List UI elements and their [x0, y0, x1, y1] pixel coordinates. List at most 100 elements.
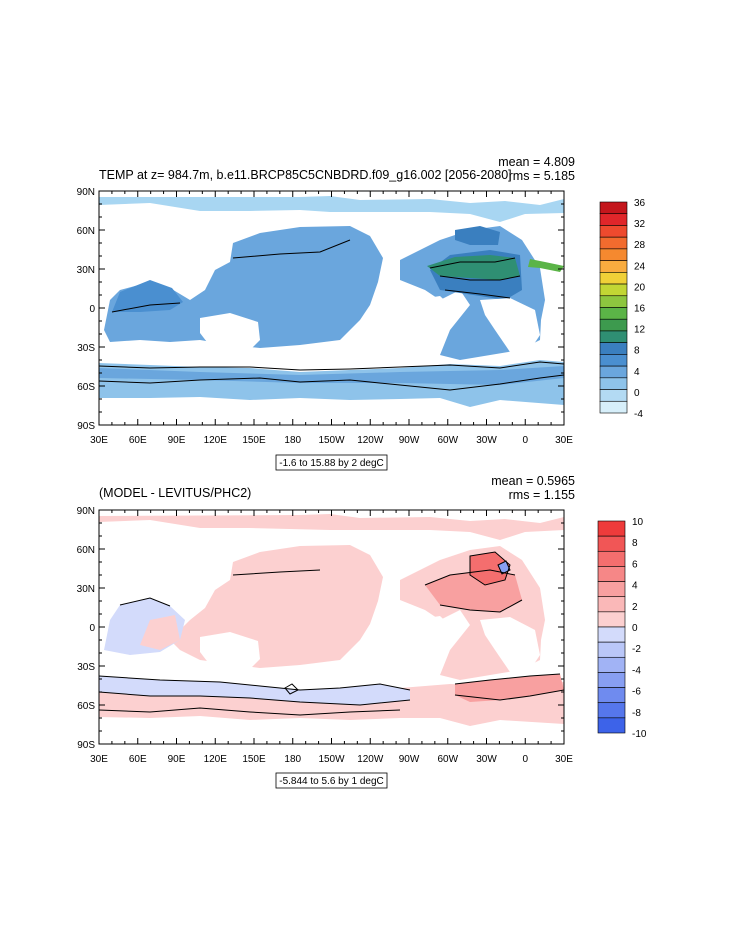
bottom-colorbar-label: 6	[632, 559, 638, 570]
bottom-colorbar-label: 2	[632, 602, 638, 613]
top-colorbar-box	[599, 283, 628, 297]
top-colorbar-box	[599, 248, 628, 261]
bottom-ytick-label: 90N	[77, 506, 95, 517]
top-colorbar-label: 0	[634, 388, 640, 399]
bottom-colorbar-box	[597, 550, 626, 567]
map-top-land-africa	[480, 298, 540, 352]
map-bottom-land-australia	[200, 632, 260, 671]
map-top-pacific	[104, 226, 383, 348]
map-top-contours	[99, 239, 564, 391]
top-ytick-label: 0	[89, 304, 95, 315]
bottom-colorbar-label: -8	[632, 708, 641, 719]
bottom-colorbar-label: -4	[632, 665, 641, 676]
top-ytick-label: 30S	[77, 343, 95, 354]
bottom-xtick-label: 30E	[555, 754, 573, 765]
top-colorbar-box	[599, 213, 628, 226]
top-ytick-label: 90N	[77, 187, 95, 198]
map-bottom-arctic	[99, 514, 564, 540]
bottom-xtick-label: 60E	[129, 754, 147, 765]
top-colorbar-box	[599, 201, 628, 215]
top-ytick-label: 90S	[77, 421, 95, 432]
top-xtick-label: 60W	[437, 435, 458, 446]
bottom-ytick-label: 0	[89, 623, 95, 634]
colorbar-bottom: 10 8 6 4 2 0 -2 -4 -6 -8 -10	[597, 517, 647, 740]
contour-info-bottom-box	[275, 772, 388, 789]
top-xtick-label: 120W	[357, 435, 384, 446]
top-xtick-label: 120E	[204, 435, 228, 446]
top-colorbar-label: 8	[634, 346, 640, 357]
top-colorbar-box	[599, 295, 628, 308]
top-colorbar-box	[599, 272, 628, 285]
map-bottom-land-samerica	[412, 616, 455, 682]
bottom-xtick-label: 90W	[399, 754, 420, 765]
top-colorbar-label: 20	[634, 282, 646, 293]
axis-ticks-bottom: 90N 60N 30N 0 30S 60S 90S 30E 60E 90E 120E 150E 180 1…	[77, 506, 574, 765]
top-colorbar-label: 4	[634, 367, 640, 378]
top-xtick-label: 180	[284, 435, 301, 446]
bottom-colorbar-box	[597, 672, 626, 688]
bottom-xtick-label: 30W	[476, 754, 497, 765]
top-ytick-label: 60N	[77, 226, 95, 237]
top-colorbar-label: -4	[634, 409, 643, 420]
bottom-colorbar-label: 8	[632, 538, 638, 549]
top-ytick-label: 60S	[77, 382, 95, 393]
top-colorbar-label: 16	[634, 304, 646, 315]
bottom-colorbar-box	[597, 596, 626, 613]
top-xtick-label: 0	[522, 435, 528, 446]
bottom-colorbar-box	[597, 535, 626, 552]
top-xtick-label: 30E	[90, 435, 108, 446]
map-bottom	[99, 514, 564, 744]
bottom-colorbar-box	[597, 566, 626, 582]
bottom-colorbar-box	[597, 656, 626, 673]
bottom-colorbar-box	[597, 717, 626, 734]
bottom-colorbar-label: -2	[632, 644, 641, 655]
top-colorbar-label: 12	[634, 325, 646, 336]
map-top	[99, 196, 564, 425]
bottom-xtick-label: 30E	[90, 754, 108, 765]
bottom-xtick-label: 0	[522, 754, 528, 765]
top-colorbar-label: 36	[634, 198, 646, 209]
bottom-colorbar-box	[597, 687, 626, 704]
top-xtick-label: 90E	[168, 435, 186, 446]
top-colorbar-box	[599, 318, 628, 332]
bottom-xtick-label: 150W	[318, 754, 345, 765]
map-top-med	[528, 259, 564, 272]
bottom-ytick-label: 60S	[77, 701, 95, 712]
map-bottom-land-africa	[480, 617, 540, 672]
top-colorbar-box	[599, 330, 628, 343]
bottom-colorbar-label: 4	[632, 581, 638, 592]
map-bottom-southern-cool	[99, 676, 410, 705]
panel-bottom-rms: rms = 1.155	[509, 488, 575, 502]
panel-top-rms: rms = 5.185	[509, 169, 575, 183]
bottom-colorbar-label: -6	[632, 687, 641, 698]
map-bottom-indian-b	[140, 615, 180, 650]
top-colorbar-label: 24	[634, 261, 646, 272]
bottom-colorbar-box	[597, 520, 626, 537]
top-xtick-label: 30W	[476, 435, 497, 446]
top-colorbar-box	[599, 260, 628, 273]
panel-bottom-title: (MODEL - LEVITUS/PHC2)	[99, 486, 251, 500]
map-top-labrador	[455, 226, 500, 245]
top-colorbar-box	[599, 365, 628, 379]
top-colorbar-label: 32	[634, 219, 646, 230]
map-top-southern-mid	[99, 366, 564, 385]
bottom-colorbar-box	[597, 702, 626, 719]
map-bottom-atlantic-hot	[470, 552, 510, 585]
top-colorbar-box	[599, 389, 628, 402]
top-colorbar-box	[599, 354, 628, 367]
top-colorbar-box	[599, 377, 628, 390]
top-colorbar-box	[599, 342, 628, 355]
contour-info-top-box	[275, 454, 388, 471]
top-xtick-label: 90W	[399, 435, 420, 446]
map-bottom-contours	[99, 551, 564, 716]
panel-top-title: TEMP at z= 984.7m, b.e11.BRCP85C5CNBDRD.…	[99, 168, 512, 182]
map-top-land-samerica	[412, 296, 455, 362]
bottom-ytick-label: 60N	[77, 545, 95, 556]
top-xtick-label: 60E	[129, 435, 147, 446]
panel-bottom-mean: mean = 0.5965	[491, 474, 575, 488]
bottom-ytick-label: 30S	[77, 662, 95, 673]
bottom-ytick-label: 90S	[77, 740, 95, 751]
bottom-xtick-label: 90E	[168, 754, 186, 765]
bottom-xtick-label: 120W	[357, 754, 384, 765]
